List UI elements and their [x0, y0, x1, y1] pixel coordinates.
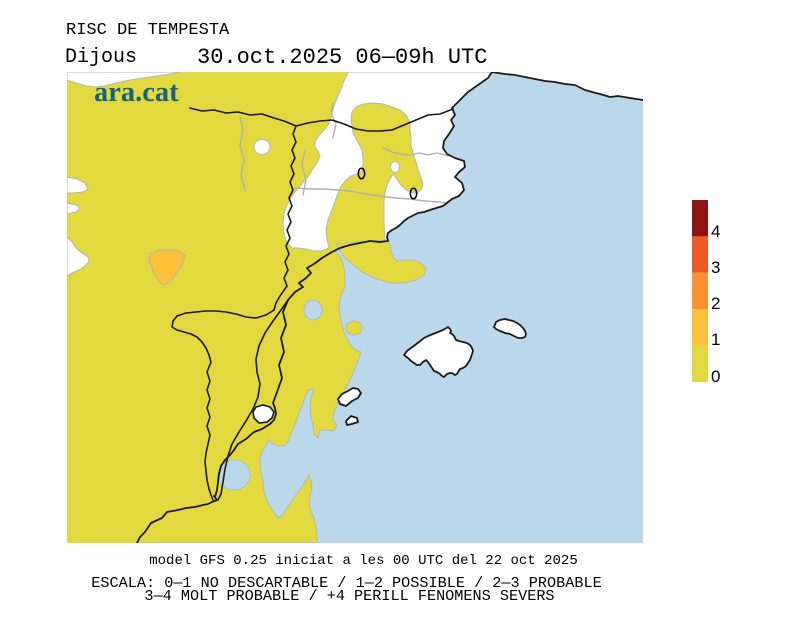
svg-text:0: 0: [711, 367, 720, 386]
svg-text:2: 2: [711, 294, 720, 313]
svg-text:1: 1: [711, 330, 720, 349]
svg-text:4: 4: [711, 222, 720, 241]
svg-text:3: 3: [711, 258, 720, 277]
